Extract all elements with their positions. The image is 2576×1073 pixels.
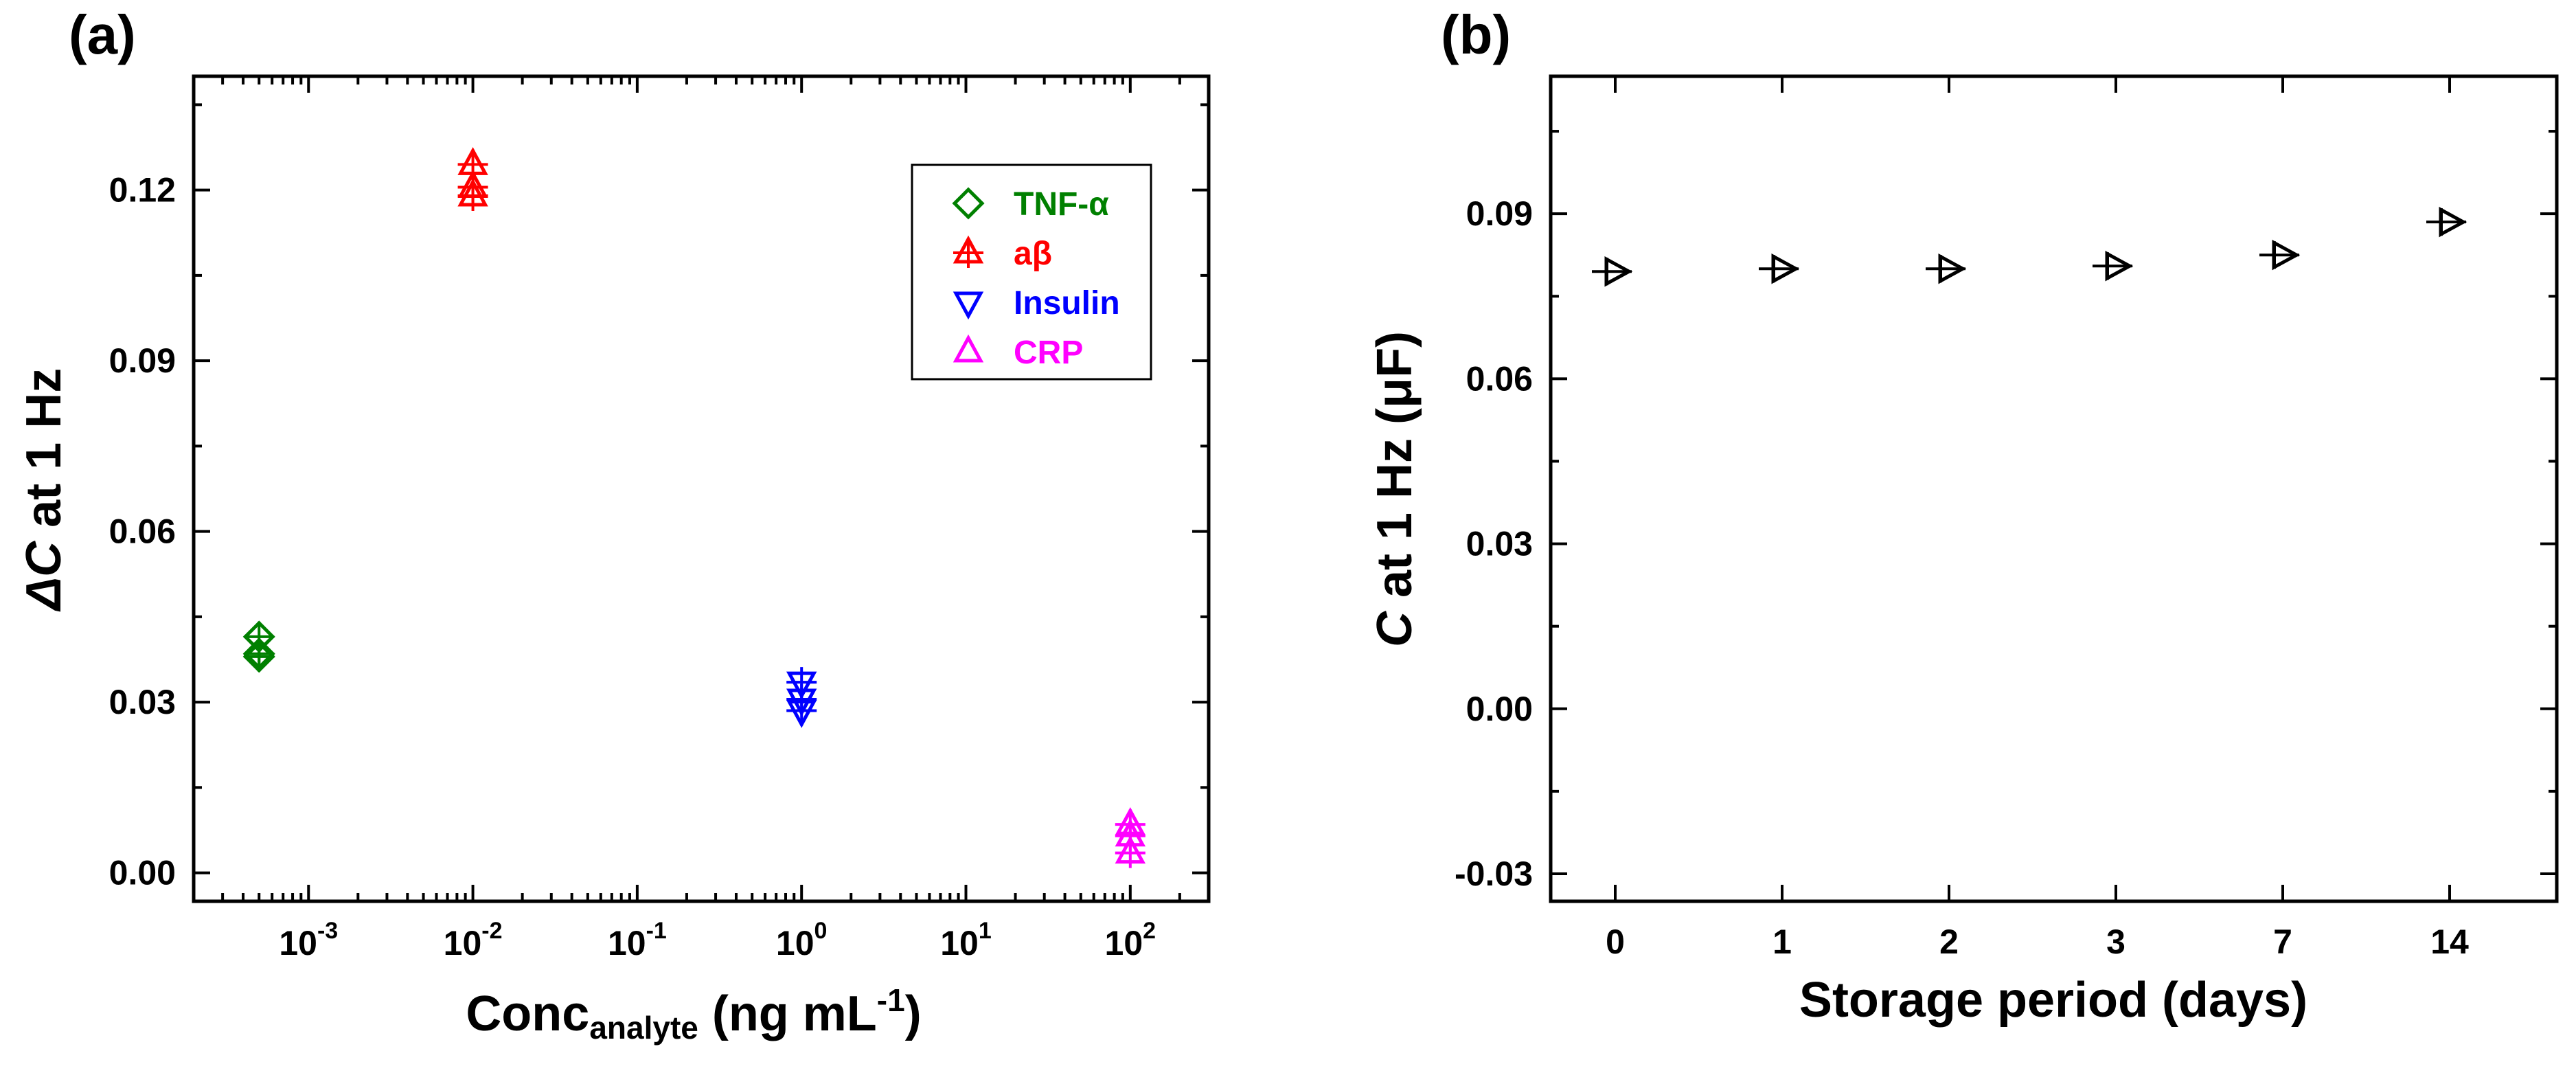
panel-a-label: (a) xyxy=(69,4,136,65)
panel-a: (a) 0.00 0.03 0.06 0.09 0.12 10-3 10-2 10-1 100… xyxy=(16,4,1211,1046)
panel-a-x-axis-title: Concanalyte (ng mL-1) xyxy=(466,982,921,1046)
x-tick-label: 2 xyxy=(1939,923,1959,961)
y-tick-label: 0.03 xyxy=(109,683,176,721)
data-point xyxy=(1926,253,1967,284)
x-tick-label: 100 xyxy=(776,918,828,962)
series-aβ xyxy=(457,147,488,211)
x-tick-label: 7 xyxy=(2273,923,2292,961)
panel-a-plot-frame xyxy=(192,74,1211,903)
panel-b-x-axis-title: Storage period (days) xyxy=(1799,973,2307,1028)
panel-b-ticks xyxy=(1551,76,2557,901)
legend-marker xyxy=(953,291,984,320)
y-tick-label: -0.03 xyxy=(1455,855,1533,893)
legend-label: CRP xyxy=(1014,335,1083,371)
y-tick-label: 0.09 xyxy=(109,341,176,380)
panel-b-label: (b) xyxy=(1441,4,1511,65)
y-tick-label: 0.03 xyxy=(1466,525,1533,563)
legend-marker xyxy=(953,334,984,363)
panel-a-y-axis-title: ΔC at 1 Hz xyxy=(16,368,71,612)
legend-item: TNF-α xyxy=(952,186,1109,223)
data-point xyxy=(457,178,488,211)
y-tick-label: 0.09 xyxy=(1466,194,1533,233)
panel-b-plot-frame xyxy=(1549,74,2559,903)
legend-box xyxy=(911,163,1152,381)
panel-b: (b) -0.03 0.00 0.03 0.06 0.09 0 1 2 3 7 14 Storag… xyxy=(1367,4,2559,1028)
y-tick-label: 0.06 xyxy=(109,512,176,551)
legend-marker xyxy=(953,235,984,268)
x-tick-label: 3 xyxy=(2106,923,2125,961)
y-tick-label: 0.06 xyxy=(1466,359,1533,398)
data-point xyxy=(2093,251,2134,282)
panel-b-y-tick-labels: -0.03 0.00 0.03 0.06 0.09 xyxy=(1455,194,1533,893)
legend-label: Insulin xyxy=(1014,285,1120,321)
x-tick-label: 10-3 xyxy=(279,918,338,962)
data-point xyxy=(2259,240,2301,271)
legend-item: Insulin xyxy=(953,285,1120,321)
x-tick-label: 10-1 xyxy=(608,918,667,962)
y-tick-label: 0.00 xyxy=(1466,690,1533,728)
panel-a-y-tick-labels: 0.00 0.03 0.06 0.09 0.12 xyxy=(109,171,176,892)
series-TNF-α xyxy=(242,620,275,673)
data-point xyxy=(1592,256,1633,287)
y-tick-label: 0.00 xyxy=(109,854,176,892)
panel-a-data-points xyxy=(242,147,1146,868)
x-tick-label: 10-2 xyxy=(444,918,503,962)
x-tick-label: 0 xyxy=(1606,923,1625,961)
legend-label: aβ xyxy=(1014,236,1052,272)
panel-b-x-tick-labels: 0 1 2 3 7 14 xyxy=(1606,923,2469,961)
panel-a-ticks xyxy=(192,76,1210,901)
series-CRP xyxy=(1115,806,1146,868)
x-tick-label: 1 xyxy=(1773,923,1792,961)
legend-item: CRP xyxy=(953,334,1083,371)
x-tick-label: 101 xyxy=(940,918,992,962)
panel-b-y-axis-title: C at 1 Hz (μF) xyxy=(1367,331,1422,647)
data-point xyxy=(786,695,817,728)
data-point xyxy=(2426,206,2467,238)
x-tick-label: 102 xyxy=(1105,918,1156,962)
series-storage xyxy=(1592,206,2467,287)
data-point xyxy=(242,640,275,673)
legend-label: TNF-α xyxy=(1014,186,1109,223)
series-Insulin xyxy=(786,667,817,728)
data-point xyxy=(1759,253,1800,284)
legend-item: aβ xyxy=(953,235,1052,272)
data-point xyxy=(1115,835,1146,868)
panel-b-data-points xyxy=(1592,206,2467,287)
panel-a-legend: TNF-α aβ Insulin CRP xyxy=(911,163,1152,381)
legend-marker xyxy=(952,187,985,220)
y-tick-label: 0.12 xyxy=(109,171,176,210)
panel-a-x-tick-labels: 10-3 10-2 10-1 100 101 102 xyxy=(279,918,1156,962)
x-tick-label: 14 xyxy=(2430,923,2469,961)
